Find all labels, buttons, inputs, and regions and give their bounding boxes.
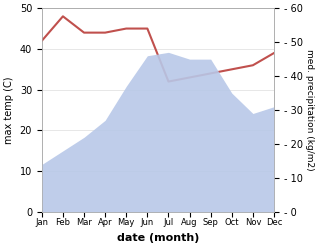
Y-axis label: med. precipitation (kg/m2): med. precipitation (kg/m2)	[305, 49, 314, 171]
Y-axis label: max temp (C): max temp (C)	[4, 76, 14, 144]
X-axis label: date (month): date (month)	[117, 233, 199, 243]
